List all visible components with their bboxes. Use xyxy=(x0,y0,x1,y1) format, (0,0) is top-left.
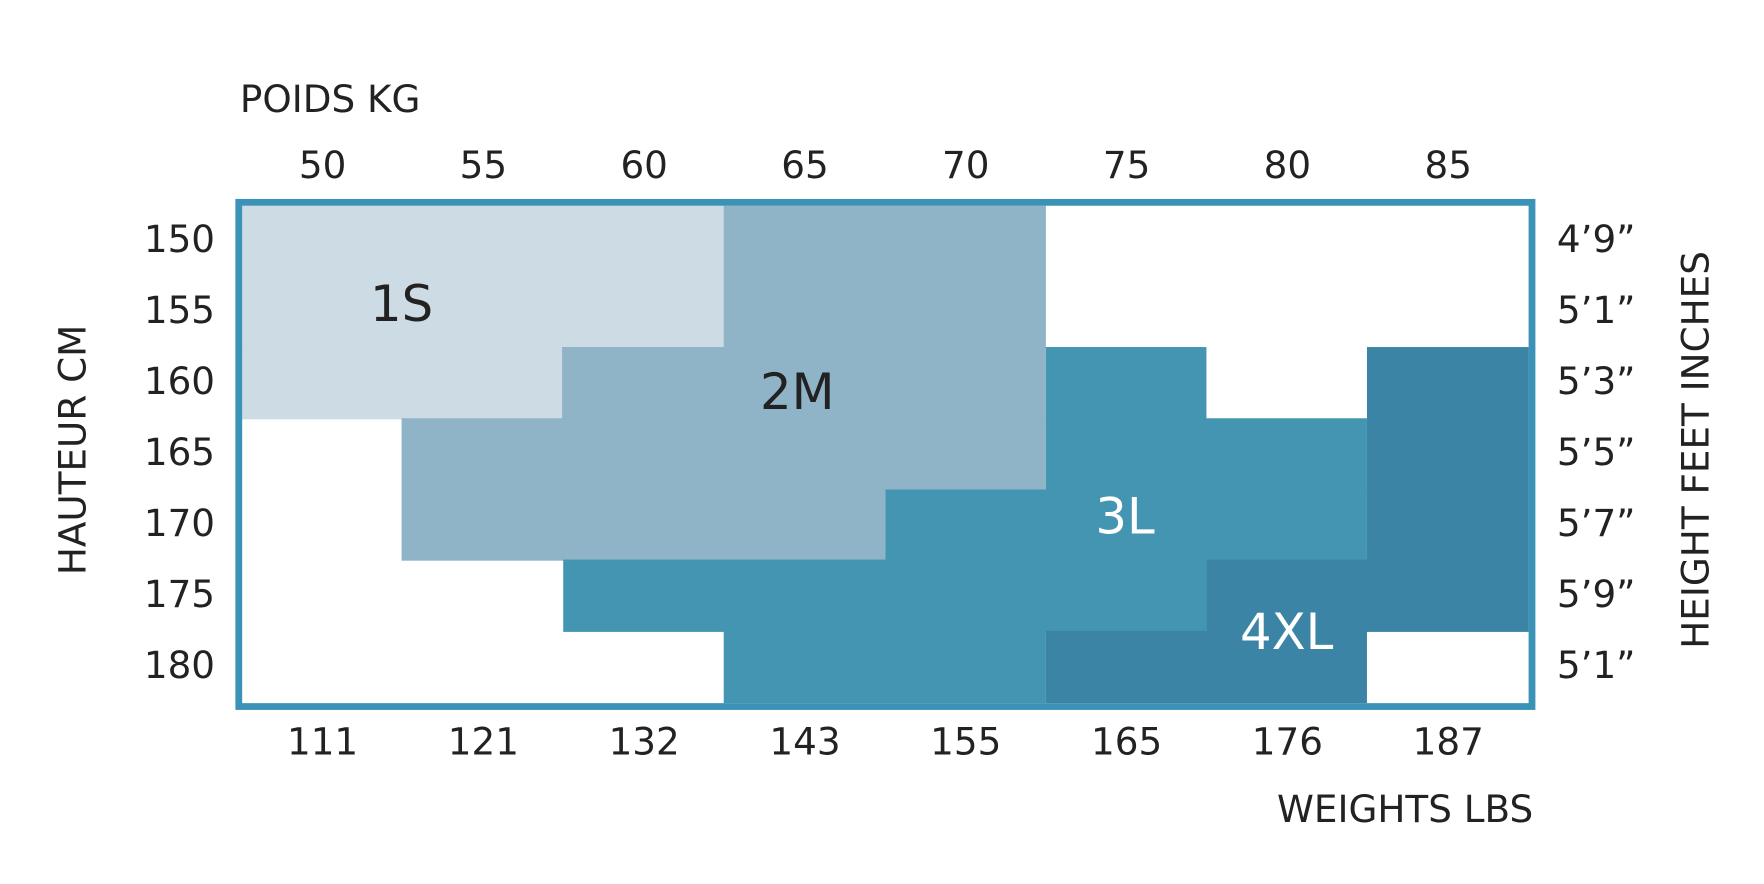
top-tick-label: 55 xyxy=(460,143,507,187)
top-axis-title: POIDS KG xyxy=(240,77,420,121)
top-tick-label: 70 xyxy=(942,143,989,187)
size-label: 4XL xyxy=(1240,603,1334,661)
top-tick-label: 80 xyxy=(1264,143,1311,187)
top-tick-label: 65 xyxy=(781,143,828,187)
size-label: 2M xyxy=(760,363,835,421)
right-tick-label: 5’9” xyxy=(1557,572,1636,616)
region-3l xyxy=(563,559,1207,632)
region-3l xyxy=(723,630,1046,704)
bottom-tick-label: 121 xyxy=(448,719,519,763)
left-tick-label: 175 xyxy=(144,572,215,616)
bottom-tick-label: 132 xyxy=(609,719,680,763)
left-tick-label: 150 xyxy=(144,217,215,261)
size-label: 3L xyxy=(1095,488,1155,546)
right-tick-label: 5’1” xyxy=(1557,643,1636,687)
bottom-tick-label: 187 xyxy=(1413,719,1484,763)
left-tick-label: 170 xyxy=(144,501,215,545)
bottom-tick-label: 111 xyxy=(287,719,358,763)
region-3l xyxy=(1045,347,1207,420)
right-tick-label: 4’9” xyxy=(1557,217,1636,261)
right-axis-title: HEIGHT FEET INCHES xyxy=(1674,251,1718,649)
size-label: 1S xyxy=(370,275,433,333)
bottom-tick-label: 155 xyxy=(930,719,1001,763)
region-3l xyxy=(1045,418,1367,491)
region-2m xyxy=(401,489,886,561)
region-2m xyxy=(401,418,1046,491)
region-3l xyxy=(885,489,1367,561)
right-tick-label: 5’5” xyxy=(1557,430,1636,474)
left-tick-label: 165 xyxy=(144,430,215,474)
top-tick-label: 50 xyxy=(299,143,346,187)
top-tick-label: 75 xyxy=(1103,143,1150,187)
left-axis-title: HAUTEUR CM xyxy=(50,325,94,576)
bottom-axis-title: WEIGHTS LBS xyxy=(1277,787,1533,831)
bottom-tick-label: 176 xyxy=(1252,719,1323,763)
bottom-tick-label: 143 xyxy=(769,719,840,763)
region-1s xyxy=(242,205,725,349)
region-2m xyxy=(723,205,1046,349)
regions xyxy=(242,205,1529,704)
region-2m xyxy=(562,347,1046,420)
region-4xl xyxy=(1206,559,1529,632)
left-tick-label: 160 xyxy=(144,359,215,403)
bottom-tick-label: 165 xyxy=(1091,719,1162,763)
chart-border xyxy=(235,198,1536,710)
region-1s xyxy=(242,347,564,420)
region-4xl xyxy=(1366,347,1529,561)
top-tick-label: 60 xyxy=(620,143,667,187)
region-4xl xyxy=(1045,630,1367,704)
left-tick-label: 180 xyxy=(144,643,215,687)
right-tick-label: 5’3” xyxy=(1557,359,1636,403)
top-tick-label: 85 xyxy=(1424,143,1471,187)
left-tick-label: 155 xyxy=(144,288,215,332)
right-tick-label: 5’7” xyxy=(1557,501,1636,545)
right-tick-label: 5’1” xyxy=(1557,288,1636,332)
